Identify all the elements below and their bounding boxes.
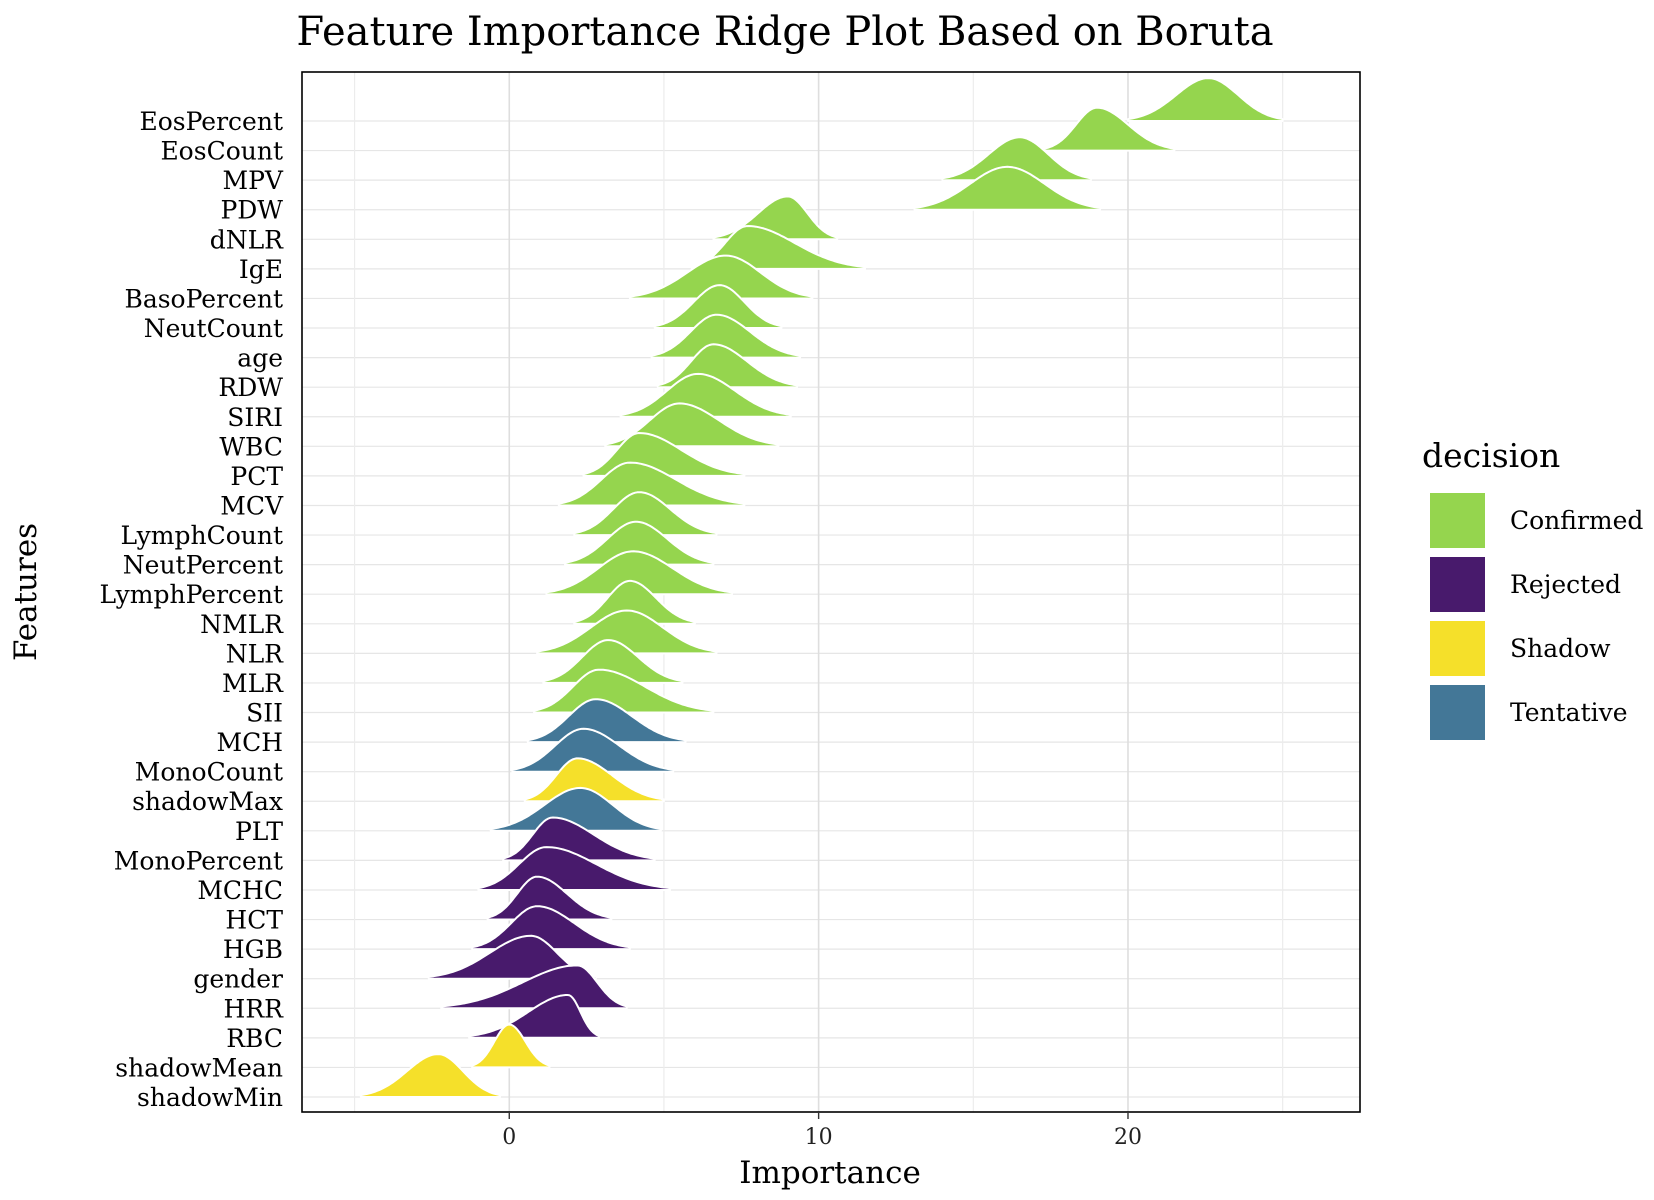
legend-swatch-confirmed — [1430, 493, 1485, 548]
feature-label: gender — [193, 965, 283, 994]
ridge-LymphPercent — [545, 550, 733, 596]
ridge-NMLR — [573, 579, 696, 625]
legend: decision Confirmed Rejected Shadow Tentativ… — [1422, 436, 1643, 740]
ridge-NLR — [536, 609, 718, 655]
ridge-MCV — [557, 461, 746, 507]
feature-label: EosPercent — [139, 107, 283, 136]
feature-label: NeutCount — [144, 314, 283, 343]
feature-label: PDW — [220, 196, 283, 225]
feature-label: NLR — [226, 639, 284, 668]
ridge-RBC — [468, 994, 600, 1039]
ridge-LymphCount — [573, 491, 718, 537]
feature-label: MPV — [223, 166, 284, 195]
feature-label: shadowMean — [115, 1053, 283, 1082]
feature-label: LymphPercent — [100, 580, 283, 609]
ridge-HGB — [471, 905, 631, 951]
feature-label: NeutPercent — [123, 551, 283, 580]
feature-label: IgE — [239, 255, 283, 284]
ridge-SII — [533, 668, 715, 714]
ridge-EosCount — [1043, 106, 1176, 152]
feature-label: RBC — [226, 1024, 283, 1053]
x-tick-label: 20 — [1114, 1125, 1142, 1150]
ridge-HRR — [440, 964, 628, 1010]
ridge-EosPercent — [1127, 77, 1284, 122]
ridges — [359, 77, 1284, 1098]
x-axis-title: Importance — [739, 1155, 921, 1191]
feature-label: MCV — [220, 492, 284, 521]
feature-label: dNLR — [210, 225, 284, 254]
legend-label: Confirmed — [1510, 506, 1643, 535]
ridge-PDW — [913, 165, 1102, 211]
feature-label: BasoPercent — [124, 285, 283, 314]
feature-label: shadowMax — [132, 787, 283, 816]
feature-label: LymphCount — [120, 521, 283, 550]
ridge-shadowMean — [471, 1023, 551, 1069]
ridge-NeutCount — [653, 284, 783, 329]
feature-label: SII — [246, 699, 283, 728]
ridge-age — [650, 313, 802, 359]
feature-label: EosCount — [160, 137, 283, 166]
feature-label: MonoPercent — [114, 846, 283, 875]
feature-label: MCH — [216, 728, 283, 757]
feature-label: MCHC — [197, 876, 283, 905]
chart-title: Feature Importance Ridge Plot Based on B… — [296, 9, 1273, 55]
feature-labels: EosPercentEosCountMPVPDWdNLRIgEBasoPerce… — [100, 107, 285, 1112]
ridge-MLR — [542, 639, 684, 684]
feature-label: HGB — [223, 935, 283, 964]
ridge-MCHC — [477, 846, 672, 891]
legend-title: decision — [1422, 436, 1560, 475]
feature-label: NMLR — [200, 610, 284, 639]
ridge-BasoPercent — [628, 254, 814, 300]
ridge-PLT — [489, 786, 662, 832]
legend-swatch-tentative — [1430, 685, 1485, 740]
ridge-MonoCount — [511, 727, 675, 773]
feature-label: MLR — [222, 669, 284, 698]
ridge-MCH — [526, 698, 687, 744]
legend-label: Shadow — [1510, 634, 1611, 663]
y-axis-title: Features — [8, 523, 44, 661]
feature-label: PCT — [230, 462, 283, 491]
x-axis-ticks: 0 10 20 — [502, 1112, 1142, 1150]
feature-label: MonoCount — [135, 758, 283, 787]
plot-panel-border — [301, 71, 1361, 1113]
x-tick-label: 0 — [502, 1125, 516, 1150]
ridge-shadowMin — [359, 1053, 501, 1098]
feature-label: HRR — [224, 994, 285, 1023]
feature-label: SIRI — [227, 403, 283, 432]
legend-swatch-rejected — [1430, 557, 1485, 612]
ridge-HCT — [486, 875, 613, 921]
ridge-NeutPercent — [564, 520, 715, 566]
feature-label: HCT — [225, 906, 283, 935]
x-tick-label: 10 — [805, 1125, 833, 1150]
legend-label: Rejected — [1510, 570, 1621, 599]
ridge-shadowMax — [523, 757, 665, 803]
legend-swatch-shadow — [1430, 621, 1485, 676]
ridge-SIRI — [619, 372, 792, 418]
feature-label: PLT — [235, 817, 283, 846]
ridge-MPV — [941, 136, 1092, 182]
feature-label: RDW — [218, 373, 283, 402]
legend-label: Tentative — [1510, 698, 1628, 727]
feature-label: WBC — [219, 432, 283, 461]
feature-label: age — [237, 344, 283, 373]
feature-label: shadowMin — [137, 1083, 283, 1112]
